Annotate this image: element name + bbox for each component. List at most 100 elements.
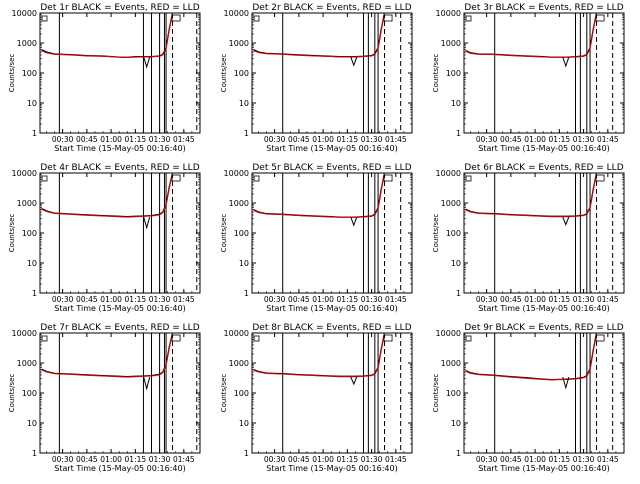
- x-tick-label: 00:30: [52, 455, 74, 464]
- y-tick-label: 1000: [441, 39, 461, 48]
- x-tick-label: 01:15: [549, 135, 571, 144]
- corner-marker-left: [465, 175, 472, 182]
- events-dip: [143, 56, 151, 69]
- series-lld-line: [253, 12, 386, 58]
- corner-marker-left: [465, 335, 472, 342]
- y-tick-label: 1: [244, 449, 249, 458]
- y-tick-label: 10: [451, 259, 461, 268]
- panel-title: Det 1r BLACK = Events, RED = LLD: [40, 3, 199, 13]
- x-tick-label: 01:45: [597, 455, 619, 464]
- x-tick-label: 01:30: [149, 135, 171, 144]
- plot-frame: [251, 172, 413, 294]
- x-axis-label: Start Time (15-May-05 00:16:40): [266, 464, 397, 473]
- y-axis-label: Counts/sec: [220, 374, 228, 413]
- plot-frame: [39, 332, 201, 454]
- corner-marker-left: [41, 175, 48, 182]
- y-tick-label: 1000: [441, 359, 461, 368]
- panel-det-7: Det 7r BLACK = Events, RED = LLD 1 10 100 10…: [8, 323, 201, 473]
- y-tick-label: 100: [446, 69, 461, 78]
- corner-marker-left: [465, 15, 472, 22]
- series-events-line: [465, 172, 598, 217]
- panel-det-2: Det 2r BLACK = Events, RED = LLD 1 10 100 10…: [220, 3, 413, 153]
- events-dip: [350, 216, 358, 227]
- y-tick-label: 1: [244, 129, 249, 138]
- x-tick-label: 01:00: [524, 135, 546, 144]
- x-tick-label: 01:00: [524, 455, 546, 464]
- y-tick-label: 1000: [229, 359, 249, 368]
- x-tick-label: 00:45: [76, 455, 98, 464]
- x-tick-label: 01:30: [361, 135, 383, 144]
- x-tick-label: 01:30: [361, 295, 383, 304]
- series-events-line: [465, 332, 598, 381]
- y-tick-label: 1: [32, 129, 37, 138]
- panel-det-3: Det 3r BLACK = Events, RED = LLD 1 10 100 10…: [432, 3, 625, 153]
- y-tick-label: 10000: [12, 329, 37, 338]
- series-lld-line: [465, 12, 598, 58]
- x-tick-label: 01:30: [573, 135, 595, 144]
- y-tick-label: 10000: [436, 169, 461, 178]
- x-tick-label: 01:45: [173, 455, 195, 464]
- x-tick-label: 01:30: [361, 455, 383, 464]
- panel-det-5: Det 5r BLACK = Events, RED = LLD 1 10 100 10…: [220, 163, 413, 313]
- y-tick-label: 10000: [436, 329, 461, 338]
- panel-det-9: Det 9r BLACK = Events, RED = LLD 1 10 100 10…: [432, 323, 625, 473]
- x-tick-label: 00:45: [288, 135, 310, 144]
- corner-marker-left: [41, 335, 48, 342]
- y-tick-label: 100: [22, 389, 37, 398]
- y-tick-label: 100: [446, 229, 461, 238]
- plot-frame: [463, 172, 625, 294]
- y-tick-label: 100: [22, 229, 37, 238]
- x-tick-label: 01:30: [149, 295, 171, 304]
- x-tick-label: 01:45: [597, 295, 619, 304]
- x-tick-label: 01:00: [312, 295, 334, 304]
- panel-det-4: Det 4r BLACK = Events, RED = LLD 1 10 100 10…: [8, 163, 201, 313]
- y-tick-label: 100: [234, 69, 249, 78]
- panel-title: Det 9r BLACK = Events, RED = LLD: [464, 323, 623, 333]
- panel-title: Det 4r BLACK = Events, RED = LLD: [40, 163, 199, 173]
- series-lld-line: [41, 12, 174, 58]
- x-axis-label: Start Time (15-May-05 00:16:40): [478, 464, 609, 473]
- x-axis-label: Start Time (15-May-05 00:16:40): [266, 304, 397, 313]
- y-tick-label: 10: [27, 259, 37, 268]
- y-tick-label: 10: [239, 259, 249, 268]
- x-tick-label: 01:30: [573, 455, 595, 464]
- corner-marker-right: [595, 14, 605, 22]
- y-tick-label: 1: [244, 289, 249, 298]
- y-tick-label: 1000: [17, 39, 37, 48]
- series-lld-line: [465, 332, 598, 381]
- y-tick-label: 1000: [441, 199, 461, 208]
- x-axis-label: Start Time (15-May-05 00:16:40): [54, 144, 185, 153]
- y-tick-label: 10: [239, 99, 249, 108]
- plot-frame: [463, 332, 625, 454]
- y-axis-label: Counts/sec: [220, 54, 228, 93]
- x-tick-label: 01:00: [312, 455, 334, 464]
- x-tick-label: 00:30: [476, 135, 498, 144]
- x-tick-label: 01:15: [125, 135, 147, 144]
- panel-title: Det 5r BLACK = Events, RED = LLD: [252, 163, 411, 173]
- y-axis-label: Counts/sec: [432, 374, 440, 413]
- plot-frame: [251, 332, 413, 454]
- y-tick-label: 1000: [229, 199, 249, 208]
- x-axis-label: Start Time (15-May-05 00:16:40): [478, 304, 609, 313]
- events-dip: [143, 216, 151, 230]
- y-tick-label: 10000: [224, 329, 249, 338]
- y-tick-label: 1: [456, 289, 461, 298]
- series-events-line: [41, 332, 174, 378]
- panel-det-1: Det 1r BLACK = Events, RED = LLD 1 10 100 10…: [8, 3, 201, 153]
- corner-marker-right: [171, 14, 181, 22]
- x-tick-label: 01:15: [549, 455, 571, 464]
- x-tick-label: 01:00: [524, 295, 546, 304]
- x-tick-label: 01:45: [173, 295, 195, 304]
- y-tick-label: 10: [451, 419, 461, 428]
- x-axis-label: Start Time (15-May-05 00:16:40): [478, 144, 609, 153]
- x-tick-label: 00:45: [76, 295, 98, 304]
- y-tick-label: 10: [27, 99, 37, 108]
- y-axis-label: Counts/sec: [8, 214, 16, 253]
- y-tick-label: 100: [234, 389, 249, 398]
- plot-frame: [39, 172, 201, 294]
- y-tick-label: 10000: [12, 169, 37, 178]
- x-tick-label: 01:15: [337, 135, 359, 144]
- panel-title: Det 3r BLACK = Events, RED = LLD: [464, 3, 623, 13]
